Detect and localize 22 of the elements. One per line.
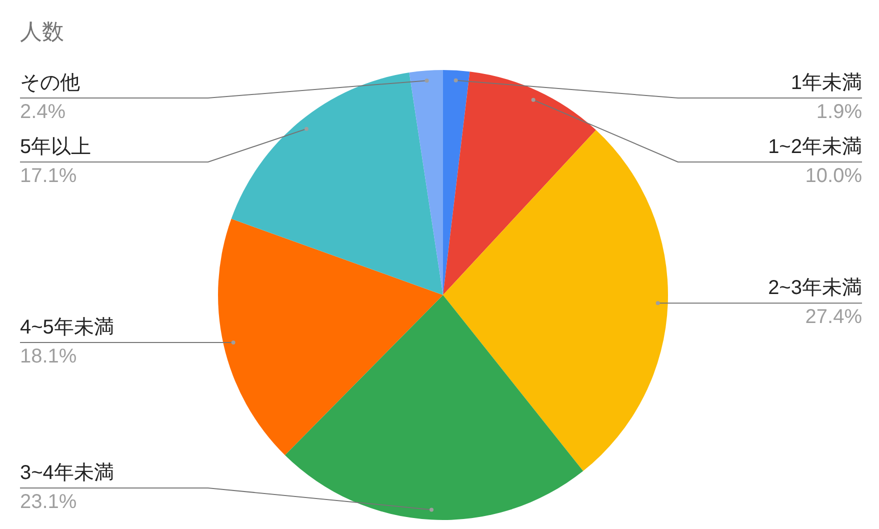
pie-slice bbox=[409, 70, 443, 295]
slice-label: 1~2年未満 bbox=[768, 136, 862, 158]
slice-label: 3~4年未満 bbox=[20, 462, 114, 484]
data-label: 10.0% bbox=[805, 165, 862, 187]
slice-label: 1年未満 bbox=[790, 72, 862, 94]
pie-slice bbox=[443, 70, 470, 295]
chart-title: 人数 bbox=[20, 19, 64, 44]
slice-label: 5年以上 bbox=[20, 136, 92, 158]
data-label: 18.1% bbox=[20, 346, 77, 368]
data-label: 27.4% bbox=[805, 306, 862, 328]
slice-label: 4~5年未満 bbox=[20, 316, 114, 339]
pie-slice bbox=[284, 295, 584, 520]
slice-label: その他 bbox=[20, 72, 80, 94]
slice-label: 2~3年未満 bbox=[768, 277, 862, 300]
pie-slice bbox=[231, 72, 443, 295]
pie-slice bbox=[218, 218, 443, 456]
pie-slice bbox=[443, 72, 596, 295]
data-label: 1.9% bbox=[816, 101, 862, 123]
data-label: 2.4% bbox=[20, 101, 66, 123]
data-label: 17.1% bbox=[20, 165, 77, 187]
pie-slice bbox=[443, 130, 668, 472]
data-label: 23.1% bbox=[20, 491, 77, 513]
